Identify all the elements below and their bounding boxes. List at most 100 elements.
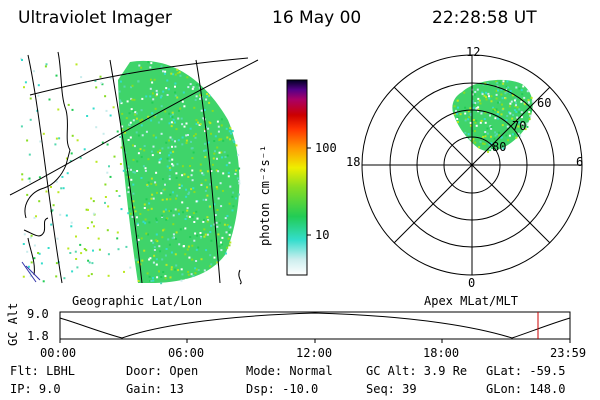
speckle-dot xyxy=(191,258,194,261)
speckle-dot xyxy=(74,250,77,253)
speckle-dot xyxy=(143,145,146,147)
speckle-dot xyxy=(518,121,521,124)
speckle-dot xyxy=(176,68,179,71)
speckle-dot xyxy=(26,193,29,196)
speckle-dot xyxy=(227,237,230,240)
speckle-dot xyxy=(58,137,61,140)
geographic-image xyxy=(9,51,259,285)
speckle-dot xyxy=(189,127,192,130)
speckle-dot xyxy=(130,178,133,181)
speckle-dot xyxy=(92,249,94,252)
speckle-dot xyxy=(109,114,112,117)
speckle-dot xyxy=(227,175,230,178)
speckle-dot xyxy=(152,92,154,95)
speckle-dot xyxy=(129,266,132,269)
speckle-dot xyxy=(71,270,74,273)
speckle-dot xyxy=(143,149,146,152)
speckle-dot xyxy=(23,86,25,89)
speckle-dot xyxy=(144,222,147,225)
speckle-dot xyxy=(186,76,189,79)
x-ticks xyxy=(59,339,571,343)
speckle-dot xyxy=(190,273,193,276)
speckle-dot xyxy=(496,150,499,152)
speckle-dot xyxy=(123,85,126,88)
speckle-dot xyxy=(62,187,65,190)
speckle-dot xyxy=(498,81,501,84)
speckle-dot xyxy=(158,270,160,273)
speckle-dot xyxy=(168,154,171,157)
speckle-dot xyxy=(495,133,498,136)
speckle-dot xyxy=(181,174,184,177)
speckle-dot xyxy=(507,139,510,142)
speckle-dot xyxy=(486,127,489,130)
speckle-dot xyxy=(200,182,203,185)
speckle-dot xyxy=(471,107,474,110)
speckle-dot xyxy=(38,252,41,255)
speckle-dot xyxy=(152,134,155,137)
speckle-dot xyxy=(509,102,512,105)
speckle-dot xyxy=(502,107,505,110)
seq-info: Seq: 39 xyxy=(366,382,417,396)
speckle-dot xyxy=(87,274,90,277)
speckle-dot xyxy=(132,110,135,113)
speckle-dot xyxy=(118,90,121,93)
geographic-label: Geographic Lat/Lon xyxy=(72,294,203,308)
speckle-dot xyxy=(514,98,517,101)
speckle-dot xyxy=(212,157,215,160)
speckle-dot xyxy=(473,103,476,106)
speckle-dot xyxy=(479,102,482,105)
speckle-dot xyxy=(150,182,153,185)
speckle-dot xyxy=(51,109,53,111)
speckle-dot xyxy=(229,241,232,244)
speckle-dot xyxy=(181,123,184,126)
speckle-dot xyxy=(528,118,531,121)
speckle-dot xyxy=(199,236,202,239)
speckle-dot xyxy=(172,191,174,194)
speckle-dot xyxy=(23,233,26,236)
speckle-dot xyxy=(135,117,138,120)
speckle-dot xyxy=(137,134,140,137)
speckle-dot xyxy=(195,95,198,98)
speckle-dot xyxy=(218,221,221,224)
speckle-dot xyxy=(29,118,32,121)
speckle-dot xyxy=(199,169,202,172)
lat-label-80: 80 xyxy=(492,140,507,154)
speckle-dot xyxy=(106,171,109,174)
speckle-dot xyxy=(166,94,169,96)
speckle-dot xyxy=(185,122,188,125)
speckle-dot xyxy=(524,128,527,131)
speckle-dot xyxy=(168,139,171,142)
speckle-dot xyxy=(216,263,219,266)
altitude-curve xyxy=(59,312,571,339)
speckle-dot xyxy=(27,178,30,180)
speckle-dot xyxy=(177,269,180,272)
speckle-dot xyxy=(528,113,531,116)
speckle-dot xyxy=(190,174,193,177)
speckle-dot xyxy=(122,244,125,247)
speckle-dot xyxy=(167,88,170,91)
speckle-dot xyxy=(219,182,222,185)
speckle-dot xyxy=(20,57,23,60)
speckle-dot xyxy=(218,151,221,154)
speckle-dot xyxy=(152,241,155,244)
speckle-dot xyxy=(139,148,142,151)
speckle-dot xyxy=(204,149,207,152)
speckle-dot xyxy=(185,139,188,142)
speckle-dot xyxy=(155,233,158,236)
speckle-dot xyxy=(109,175,112,178)
speckle-dot xyxy=(30,234,33,237)
speckle-dot xyxy=(83,248,86,250)
speckle-dot xyxy=(192,275,195,277)
speckle-dot xyxy=(194,232,197,235)
speckle-dot xyxy=(180,268,183,271)
speckle-dot xyxy=(488,95,490,98)
speckle-dot xyxy=(199,94,202,97)
speckle-dot xyxy=(154,115,156,118)
speckle-dot xyxy=(511,133,514,136)
speckle-dot xyxy=(187,215,190,218)
speckle-dot xyxy=(29,236,32,239)
speckle-dot xyxy=(220,243,223,246)
speckle-dot xyxy=(120,102,123,105)
latitude-line xyxy=(9,59,259,196)
speckle-dot xyxy=(527,99,530,102)
